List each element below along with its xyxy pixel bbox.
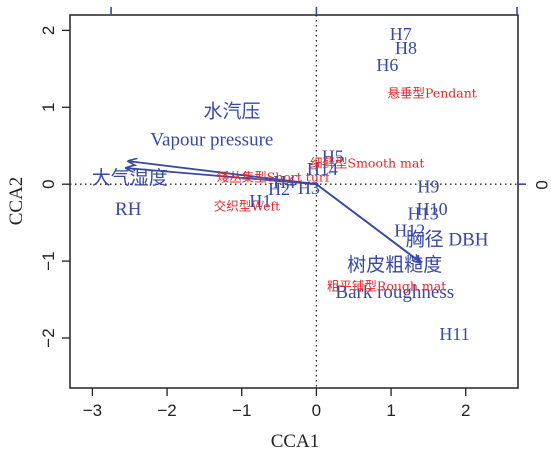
site-label: H10 <box>417 199 448 219</box>
site-label: H4 <box>273 172 295 192</box>
site-label: H7 <box>390 24 412 44</box>
x-axis-title: CCA1 <box>271 431 320 452</box>
site-label: H2 <box>268 179 290 199</box>
env-arrow <box>128 161 317 186</box>
environment-vectors <box>126 161 421 263</box>
y-axis-title: CCA2 <box>6 177 27 226</box>
life-form-label: 交织型Weft <box>214 198 280 213</box>
life-form-label: 悬垂型Pendant <box>387 85 476 100</box>
site-label: H5 <box>322 147 344 167</box>
x-tick-label: −3 <box>83 401 102 420</box>
y-tick-label: 1 <box>39 103 58 112</box>
y-axis: −2 −1 0 1 2 <box>39 26 70 348</box>
plot-frame <box>69 14 519 389</box>
env-arrow <box>315 183 421 262</box>
environment-labels: 水汽压 Vapour pressure 大气湿度 RH 胸径 DBH 树皮粗糙度 Bark … <box>92 100 489 303</box>
env-label: 大气湿度 <box>92 167 168 189</box>
env-label: RH <box>115 199 142 220</box>
x-tick-label: 1 <box>386 401 395 420</box>
site-label: H11 <box>439 324 469 344</box>
x-tick-label: 2 <box>461 401 470 420</box>
x-axis: −3 −2 −1 0 1 2 <box>83 388 470 420</box>
env-arrow <box>126 168 317 186</box>
y-tick-label: −1 <box>39 251 58 270</box>
zero-lines <box>70 15 518 388</box>
right-axis-label: 0 <box>532 180 551 189</box>
env-label: Bark roughness <box>335 282 454 303</box>
site-label: H8 <box>395 38 417 58</box>
env-label: 水汽压 <box>204 100 261 122</box>
site-label: H3 <box>298 178 320 198</box>
site-label: H1 <box>249 191 271 211</box>
life-form-label: 细藓型Smooth mat <box>310 155 424 170</box>
x-tick-label: −2 <box>157 401 176 420</box>
site-label: H12 <box>394 220 425 240</box>
site-label: H9 <box>417 177 439 197</box>
y-tick-label: 2 <box>39 26 58 35</box>
life-form-label: 粗平铺型Rough mat <box>327 278 446 293</box>
site-label: H13 <box>408 203 439 223</box>
site-label: H6 <box>376 55 398 75</box>
env-label: Vapour pressure <box>150 130 273 151</box>
env-label: 树皮粗糙度 <box>347 254 442 276</box>
y-tick-label: 0 <box>39 179 58 188</box>
env-label: 胸径 DBH <box>406 229 489 251</box>
top-axis-ticks <box>110 7 526 185</box>
x-tick-label: 0 <box>312 401 321 420</box>
x-tick-label: −1 <box>232 401 251 420</box>
life-form-label: 矮丛集型Short turf <box>217 169 331 184</box>
y-tick-label: −2 <box>39 328 58 347</box>
site-label: H14 <box>307 159 338 179</box>
